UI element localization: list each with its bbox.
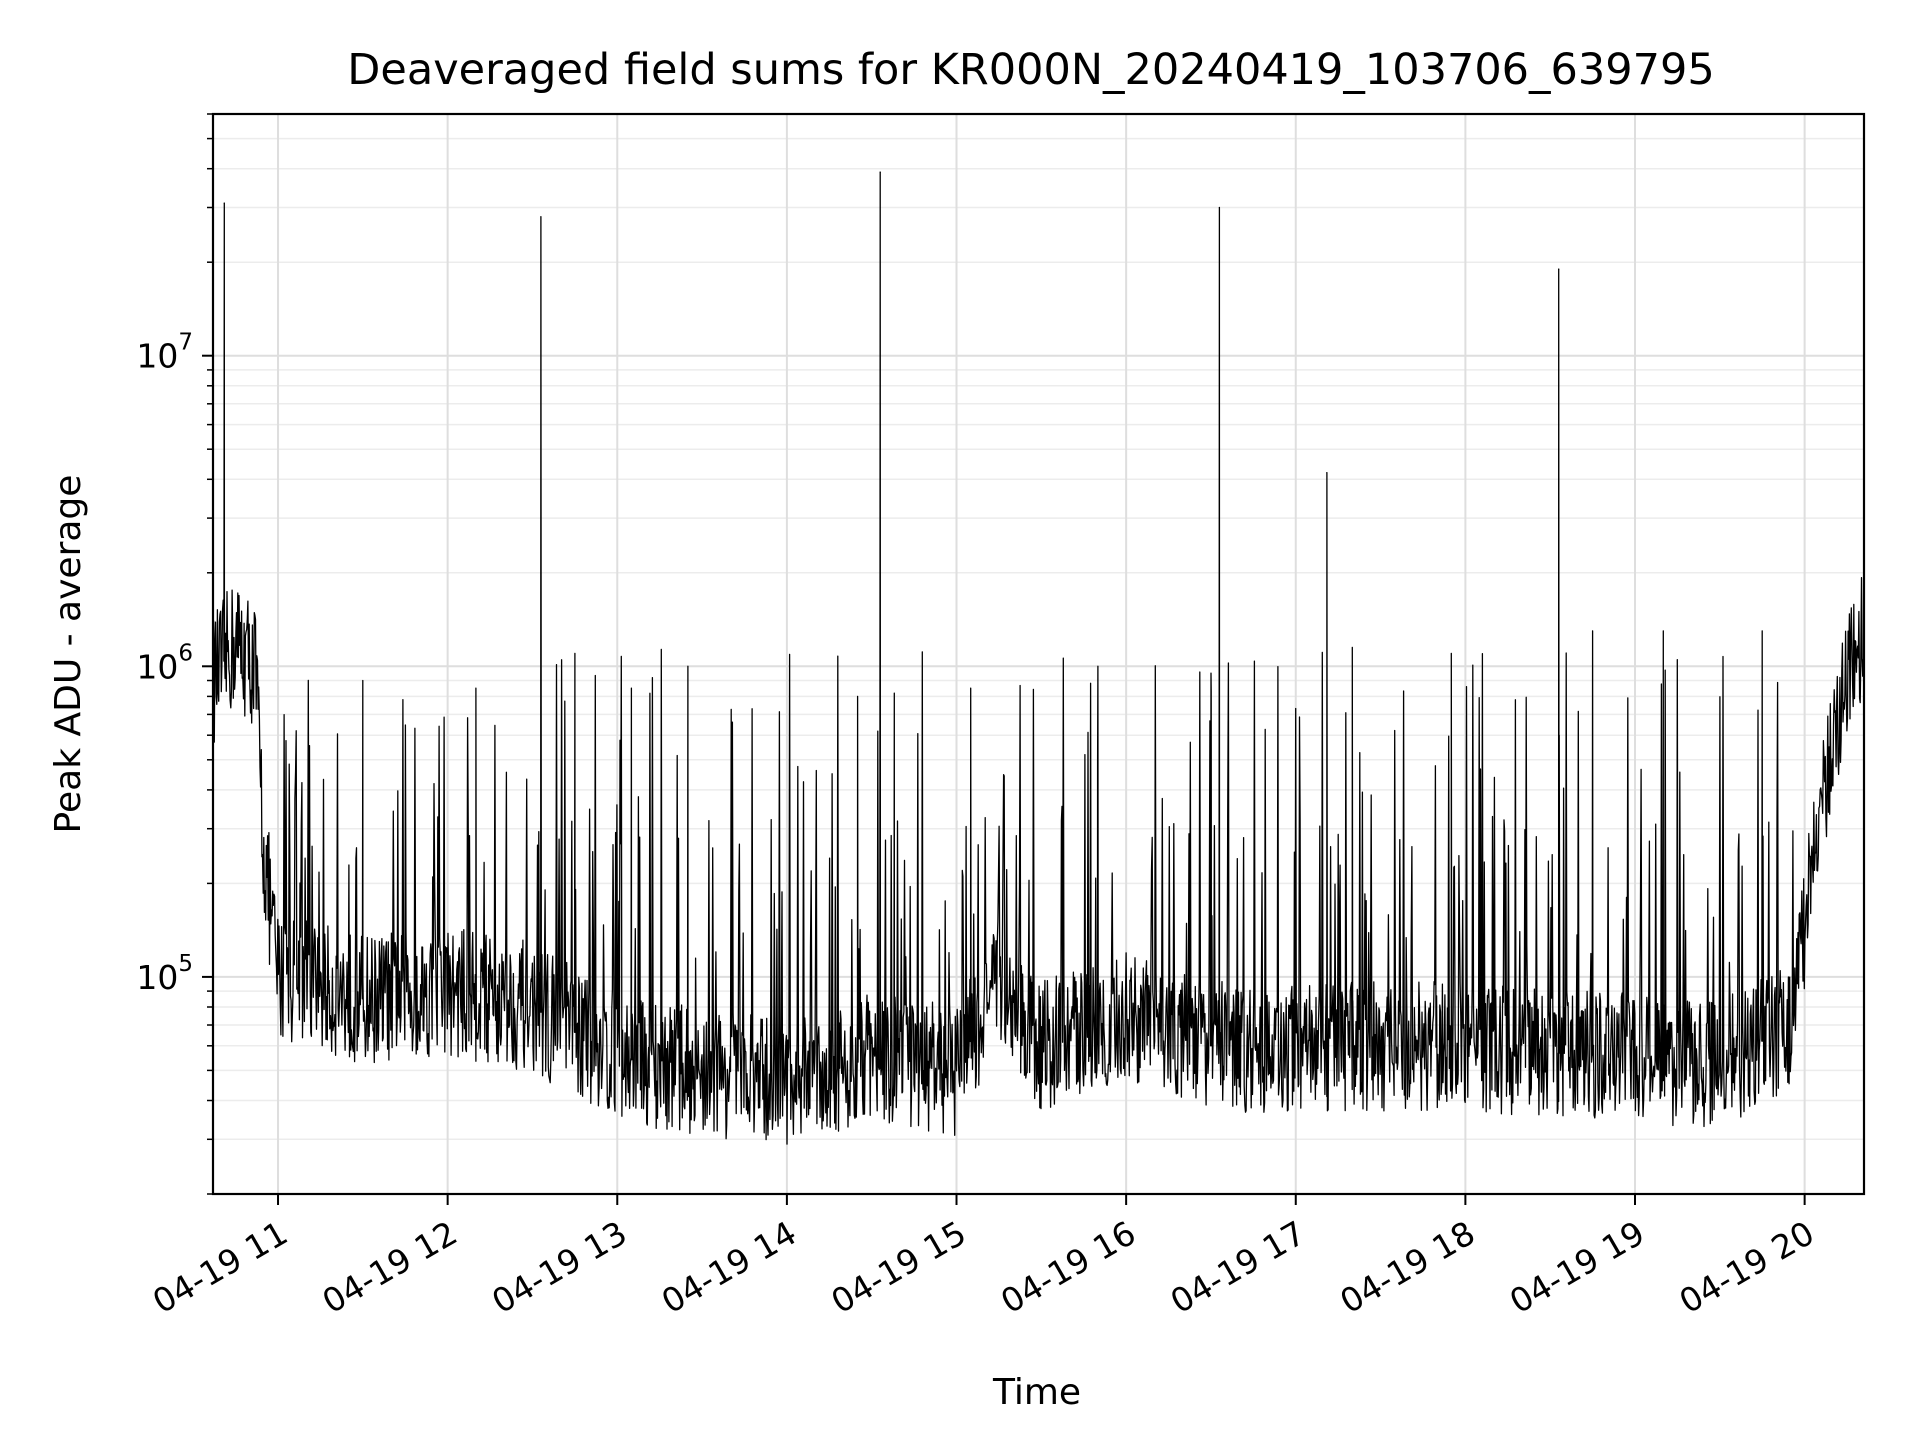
y-tick-label: 107 — [136, 330, 193, 376]
series-peak-adu — [212, 171, 1865, 1145]
spike-point — [1558, 268, 1560, 270]
spike-point — [1326, 472, 1328, 474]
y-tick-label: 105 — [136, 951, 193, 997]
spike-point — [540, 216, 542, 218]
spike-point — [1218, 206, 1221, 209]
x-axis-label: Time — [992, 1372, 1081, 1413]
spike-point — [223, 202, 225, 204]
chart-title: Deaveraged field sums for KR000N_2024041… — [347, 45, 1714, 95]
y-tick-label: 106 — [136, 640, 193, 686]
series-line — [212, 171, 1865, 1145]
plot-frame — [211, 112, 1866, 1196]
spike-point — [879, 171, 881, 173]
y-axis: 105 106 107 — [136, 113, 213, 1195]
y-axis-label: Peak ADU - average — [48, 475, 89, 834]
